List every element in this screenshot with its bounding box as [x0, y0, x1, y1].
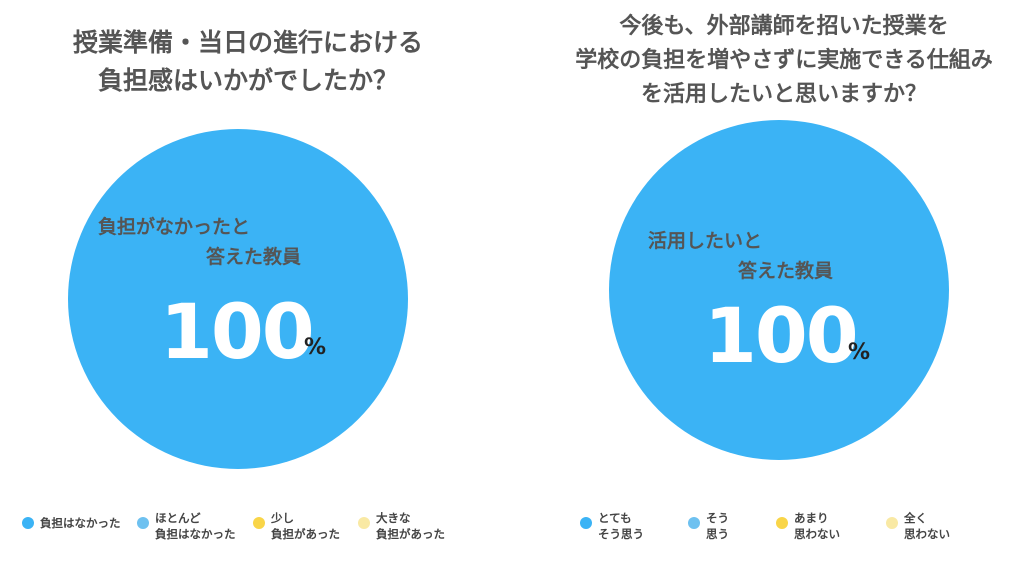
legend-swatch [886, 517, 898, 529]
chart-title-line: 授業準備・当日の進行における [72, 28, 423, 57]
center-label-line: 負担がなかったと [98, 216, 251, 238]
legend-label-line: 負担があった [271, 527, 340, 541]
center-label: 負担がなかったと 答えた教員 [98, 212, 301, 272]
legend-label: そう 思う [706, 510, 729, 542]
center-label: 活用したいと 答えた教員 [648, 226, 833, 286]
legend-label-line: あまり [794, 511, 829, 525]
legend-label-line: 大きな [376, 511, 411, 525]
legend-label: 負担はなかった [40, 515, 121, 531]
legend-label: 少し 負担があった [271, 510, 340, 542]
highlight-value: 100 [704, 291, 859, 380]
center-label-line: 答えた教員 [738, 260, 834, 282]
legend-swatch [22, 517, 34, 529]
legend-label-line: 思う [706, 527, 729, 541]
legend-label-line: 思わない [794, 527, 840, 541]
legend-item: そう 思う [688, 510, 729, 542]
legend-label-line: 少し [271, 511, 294, 525]
legend-item: 大きな 負担があった [358, 510, 445, 542]
pie-slice-0 [609, 120, 949, 460]
chart-panel-workload: 授業準備・当日の進行における 負担感はいかがでしたか？ 負担がなかったと 答えた… [0, 0, 496, 565]
legend-label: とても そう思う [598, 510, 644, 542]
legend-swatch [137, 517, 149, 529]
chart-legend: とても そう思う そう 思う あまり 思わない 全く 思わない [536, 510, 1032, 550]
chart-title: 授業準備・当日の進行における 負担感はいかがでしたか？ [0, 24, 496, 100]
chart-title-line: 学校の負担を増やさずに実施できる仕組み [575, 48, 993, 73]
chart-title-line: 今後も、外部講師を招いた授業を [619, 14, 949, 39]
legend-label-line: 負担はなかった [40, 516, 121, 530]
legend-swatch [688, 517, 700, 529]
legend-item: とても そう思う [580, 510, 644, 542]
highlight-unit: % [848, 340, 871, 365]
legend-label: ほとんど 負担はなかった [155, 510, 236, 542]
legend-label: あまり 思わない [794, 510, 840, 542]
legend-swatch [358, 517, 370, 529]
legend-swatch [580, 517, 592, 529]
legend-label-line: ほとんど [155, 511, 201, 525]
legend-label-line: とても [598, 511, 632, 525]
legend-label-line: そう [706, 511, 729, 525]
legend-label: 全く 思わない [904, 510, 950, 542]
highlight-value: 100 [160, 287, 315, 376]
legend-label-line: 全く [904, 511, 927, 525]
legend-label-line: 思わない [904, 527, 950, 541]
legend-label: 大きな 負担があった [376, 510, 445, 542]
chart-title-line: を活用したいと思いますか？ [640, 82, 927, 107]
legend-item: ほとんど 負担はなかった [137, 510, 236, 542]
legend-label-line: そう思う [598, 527, 644, 541]
center-label-line: 答えた教員 [206, 246, 302, 268]
chart-legend: 負担はなかった ほとんど 負担はなかった 少し 負担があった 大きな 負担があっ… [0, 510, 496, 550]
legend-label-line: 負担があった [376, 527, 445, 541]
chart-title-line: 負担感はいかがでしたか？ [97, 66, 398, 95]
chart-panel-future-use: 今後も、外部講師を招いた授業を 学校の負担を増やさずに実施できる仕組み を活用し… [536, 0, 1032, 565]
chart-title: 今後も、外部講師を招いた授業を 学校の負担を増やさずに実施できる仕組み を活用し… [536, 10, 1032, 112]
legend-swatch [253, 517, 265, 529]
legend-item: 全く 思わない [886, 510, 950, 542]
pie-chart [68, 129, 408, 469]
pie-chart [609, 120, 949, 460]
legend-item: あまり 思わない [776, 510, 840, 542]
highlight-unit: % [304, 335, 327, 360]
legend-swatch [776, 517, 788, 529]
pie-slice-0 [68, 129, 408, 469]
legend-item: 負担はなかった [22, 510, 121, 531]
legend-label-line: 負担はなかった [155, 527, 236, 541]
center-label-line: 活用したいと [648, 230, 763, 252]
legend-item: 少し 負担があった [253, 510, 340, 542]
